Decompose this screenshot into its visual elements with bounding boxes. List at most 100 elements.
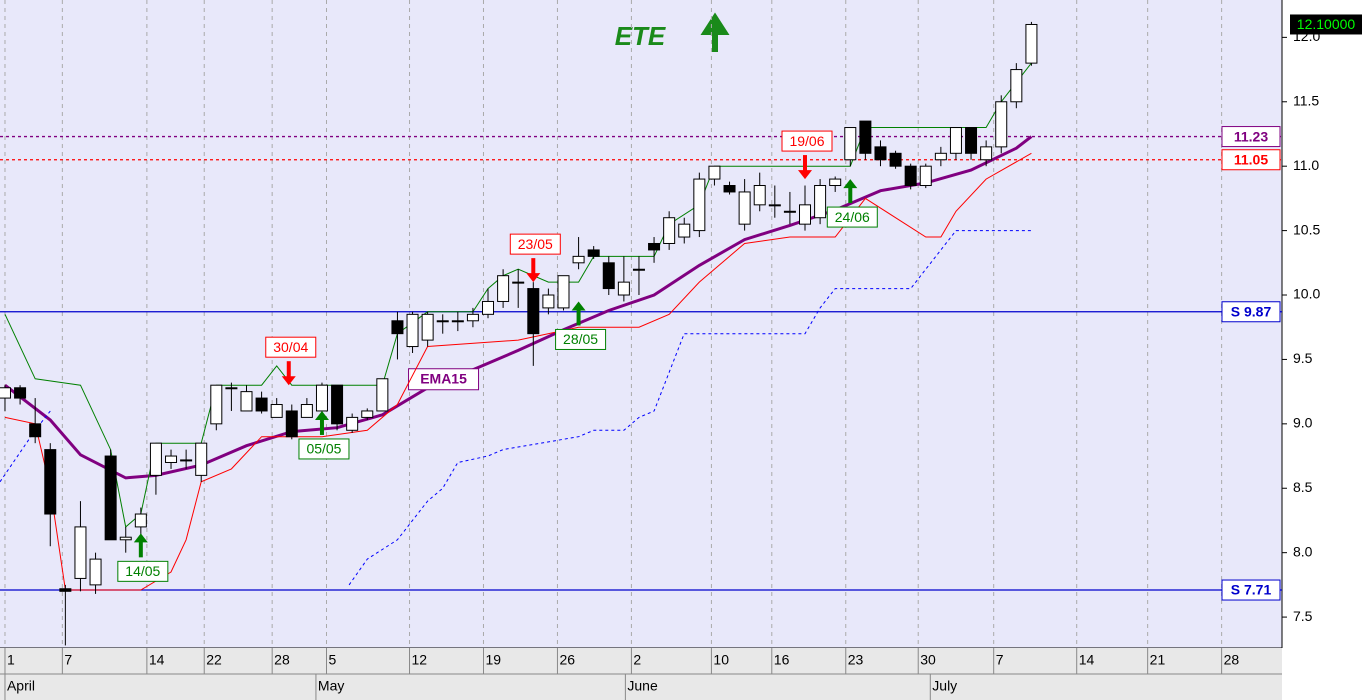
- signal-arrow-head: [526, 273, 541, 283]
- y-tick-label: 11.5: [1293, 92, 1319, 108]
- candle-body: [119, 536, 132, 541]
- candle-body: [949, 127, 962, 154]
- candle-body: [482, 300, 495, 315]
- y-tick-label: 9.5: [1293, 350, 1313, 366]
- x-tick-label: 26: [559, 652, 575, 668]
- x-tick-label: 7: [996, 652, 1004, 668]
- candle-body: [965, 127, 978, 154]
- candle-body: [285, 410, 298, 438]
- x-tick-label: 7: [64, 652, 72, 668]
- candle-body: [29, 423, 42, 438]
- candle-body: [451, 320, 464, 323]
- level-label: S 7.71: [1231, 582, 1272, 598]
- candle-body: [331, 384, 344, 425]
- candle-body: [210, 384, 223, 425]
- candle-body: [602, 262, 615, 290]
- y-tick-label: 10.5: [1293, 221, 1320, 237]
- level-label: S 9.87: [1231, 303, 1272, 319]
- candle-body: [859, 120, 872, 154]
- candle-body: [421, 313, 434, 341]
- candle-body: [225, 387, 238, 390]
- candle-body: [753, 185, 766, 206]
- candle-body: [768, 204, 781, 207]
- chart-title: ETE: [615, 21, 666, 51]
- candle-body: [934, 152, 947, 161]
- signal-label: 23/05: [518, 236, 553, 252]
- signal-label-box: [117, 560, 169, 582]
- candle-body: [180, 459, 193, 462]
- signal-label-box: [265, 336, 317, 358]
- candle-body: [406, 313, 419, 348]
- candle-body: [632, 268, 645, 271]
- signal-label-box: [298, 438, 350, 460]
- x-tick-label: 28: [1224, 652, 1240, 668]
- candle-body: [466, 313, 479, 322]
- candle-body: [889, 152, 902, 167]
- signal-arrow-head: [571, 301, 586, 311]
- signal-label: 05/05: [306, 441, 341, 457]
- candle-body: [134, 513, 147, 528]
- signal-label-box: [555, 328, 607, 350]
- candle-body: [557, 275, 570, 309]
- candle-body: [874, 146, 887, 161]
- month-label: July: [932, 678, 957, 694]
- candle-body: [527, 288, 540, 335]
- level-label-box: [1221, 126, 1281, 148]
- candle-body: [980, 146, 993, 161]
- title-arrow: [700, 12, 730, 52]
- signal-label-box: [826, 206, 878, 228]
- candle-body: [783, 210, 796, 213]
- candle-body: [149, 442, 162, 476]
- candle-body: [497, 275, 510, 302]
- series-label-box: [408, 368, 480, 391]
- level-label: 11.05: [1234, 151, 1268, 167]
- candle-body: [648, 242, 661, 251]
- candle-body: [391, 320, 404, 335]
- candle-body: [1010, 69, 1023, 103]
- x-tick-label: 28: [274, 652, 290, 668]
- month-label: June: [627, 678, 658, 694]
- x-tick-label: 23: [848, 652, 864, 668]
- candle-body: [240, 391, 253, 412]
- x-tick-label: 2: [633, 652, 641, 668]
- candle-body: [1025, 23, 1038, 64]
- x-tick-label: 14: [1079, 652, 1095, 668]
- candle-body: [512, 281, 525, 284]
- signal-arrow-head: [133, 533, 148, 543]
- signal-label: 14/05: [125, 563, 160, 579]
- candle-body: [919, 165, 932, 187]
- candle-body: [617, 281, 630, 296]
- candle-body: [59, 588, 72, 592]
- signal-label-box: [509, 233, 561, 255]
- candle-body: [693, 178, 706, 232]
- candle-body: [300, 404, 313, 418]
- candle-body: [995, 101, 1008, 148]
- month-label: April: [7, 678, 35, 694]
- candle-body: [376, 378, 389, 412]
- plot-area: [0, 0, 1282, 648]
- series-label: EMA15: [420, 370, 467, 386]
- signal-arrow-head: [798, 170, 813, 180]
- x-tick-label: 14: [149, 652, 165, 668]
- signal-label-box: [781, 130, 833, 152]
- signal-label: 28/05: [563, 331, 598, 347]
- candle-body: [799, 204, 812, 225]
- x-tick-label: 10: [713, 652, 729, 668]
- candle-body: [829, 178, 842, 187]
- y-tick-label: 11.0: [1293, 157, 1319, 173]
- level-label-box: [1221, 149, 1281, 171]
- candle-body: [723, 185, 736, 193]
- candle-body: [44, 449, 57, 515]
- level-label-box: [1221, 579, 1281, 601]
- signal-label: 24/06: [835, 209, 870, 225]
- y-tick-label: 9.0: [1293, 415, 1313, 431]
- candle-body: [270, 404, 283, 418]
- x-tick-label: 19: [485, 652, 501, 668]
- candle-body: [255, 397, 268, 412]
- candle-body: [572, 255, 585, 264]
- candle-body: [708, 165, 721, 180]
- last-price-label: 12.10000: [1297, 16, 1356, 32]
- last-price-box: [1290, 14, 1362, 35]
- indicator-line: [4, 62, 1032, 528]
